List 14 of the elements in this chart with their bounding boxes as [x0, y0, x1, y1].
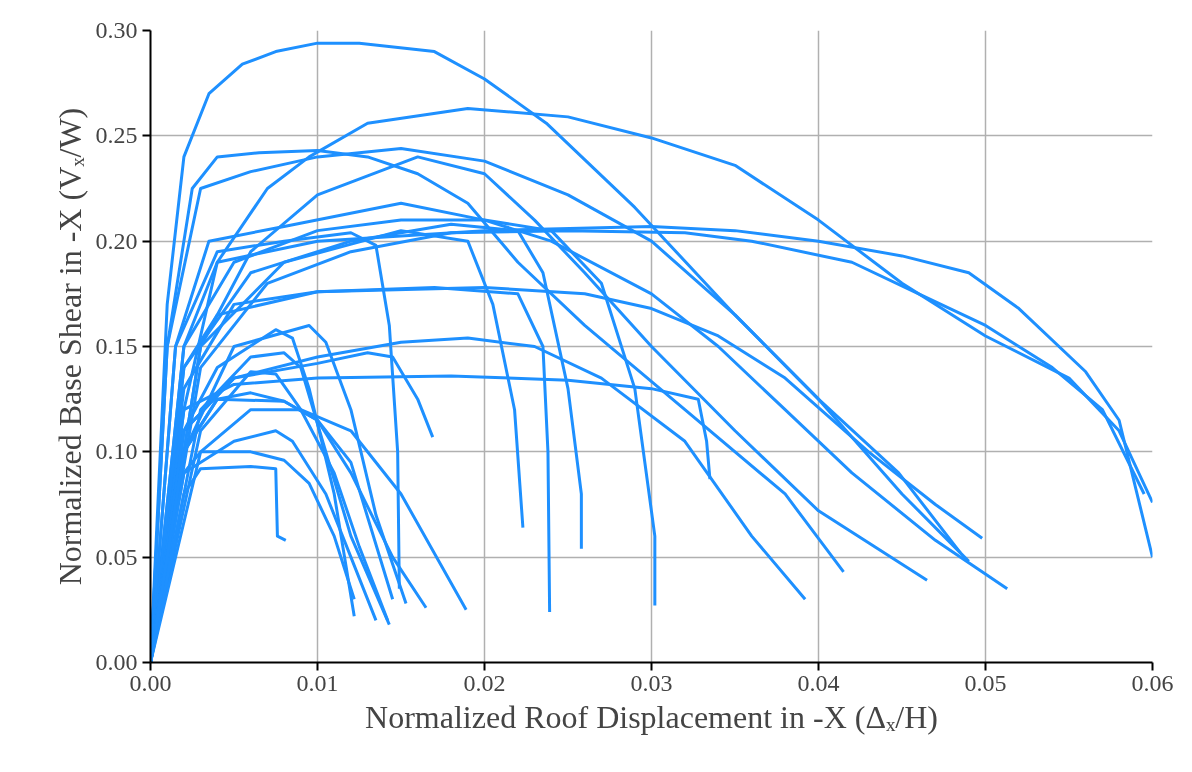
- y-tick-label: 0.05: [95, 543, 138, 570]
- y-tick-label: 0.30: [95, 17, 138, 43]
- y-tick-label: 0.10: [95, 438, 138, 465]
- x-tick-label: 0.03: [630, 669, 673, 696]
- y-axis-title: Normalized Base Shear in -X (Vₓ/W): [51, 107, 88, 586]
- x-tick-label: 0.01: [296, 669, 339, 696]
- x-tick-label: 0.05: [964, 669, 1007, 696]
- x-tick-label: 0.06: [1131, 669, 1174, 696]
- x-tick-label: 0.02: [463, 669, 506, 696]
- y-tick-label: 0.20: [95, 227, 138, 254]
- x-axis-title: Normalized Roof Displacement in -X (Δₓ/H): [365, 698, 938, 735]
- y-tick-label: 0.25: [95, 122, 138, 149]
- x-tick-label: 0.04: [797, 669, 840, 696]
- y-tick-label: 0.15: [95, 333, 138, 359]
